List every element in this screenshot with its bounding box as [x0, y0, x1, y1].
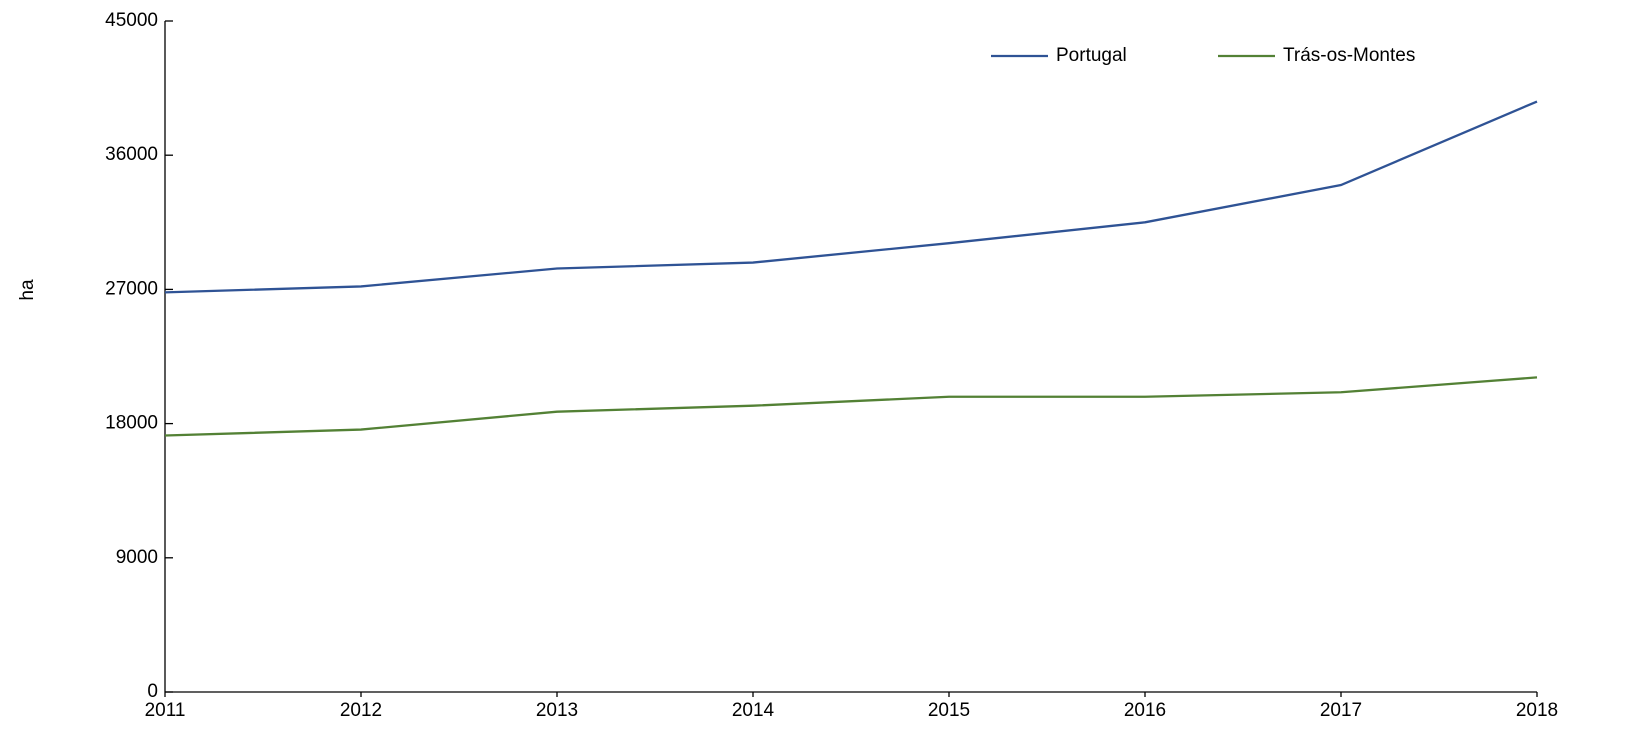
y-axis-label: ha	[17, 279, 38, 301]
x-tick-label: 2016	[1124, 700, 1166, 721]
series-line	[164, 100, 1538, 294]
legend-label: Trás-os-Montes	[1283, 45, 1415, 66]
x-tick-label: 2013	[536, 700, 578, 721]
x-tick-label: 2018	[1516, 700, 1558, 721]
y-tick-label: 27000	[105, 278, 158, 299]
y-tick-label: 45000	[105, 10, 158, 31]
y-tick-label: 18000	[105, 413, 158, 434]
x-tick-label: 2015	[928, 700, 970, 721]
legend-label: Portugal	[1056, 45, 1127, 66]
x-tick-label: 2011	[145, 700, 186, 721]
y-tick-label: 9000	[116, 547, 158, 568]
x-tick-label: 2012	[340, 700, 382, 721]
y-tick-label: 0	[147, 681, 158, 702]
x-tick-label: 2014	[732, 700, 775, 721]
series-line	[164, 376, 1538, 437]
x-tick-label: 2017	[1320, 700, 1362, 721]
y-tick-label: 36000	[105, 144, 158, 165]
